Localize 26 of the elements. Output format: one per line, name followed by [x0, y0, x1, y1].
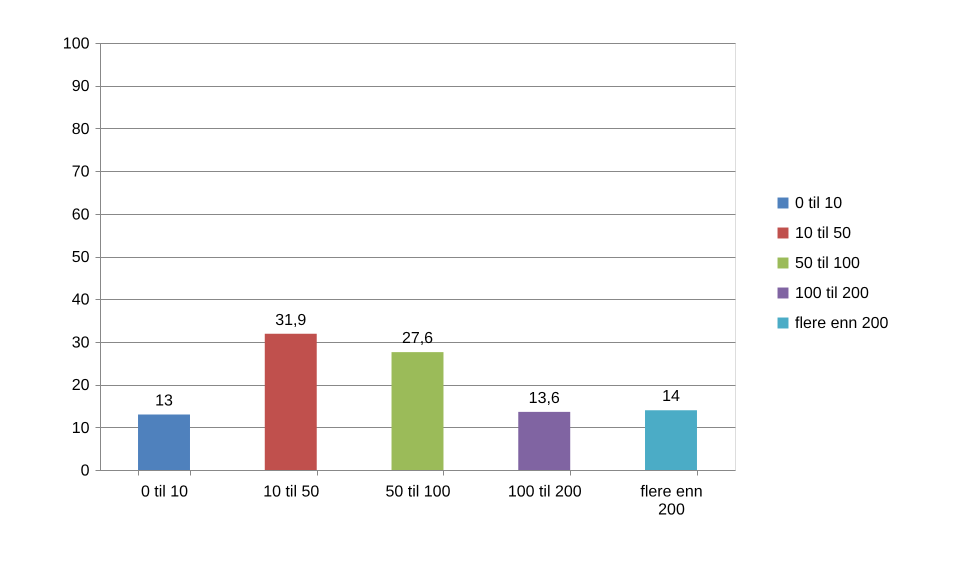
- legend-label: 100 til 200: [795, 285, 869, 302]
- y-tick-label: 20: [72, 377, 90, 394]
- legend-label: 10 til 50: [795, 225, 852, 242]
- x-tick-label: flere enn 200: [640, 484, 703, 518]
- x-tick-label: 50 til 100: [386, 484, 451, 500]
- y-tick-label: 0: [80, 462, 90, 480]
- data-label: 27,6: [402, 330, 434, 348]
- x-tick-label: 0 til 10: [140, 484, 188, 500]
- x-tick-label: 100 til 200: [508, 484, 582, 500]
- data-label: 13,6: [528, 390, 560, 407]
- data-label: 31,9: [275, 312, 306, 329]
- y-tick-label: 100: [62, 36, 90, 52]
- y-tick-label: 10: [72, 420, 90, 437]
- legend-label: 0 til 10: [795, 195, 842, 212]
- y-tick-label: 40: [72, 292, 90, 309]
- data-label: 13: [155, 392, 174, 410]
- data-label: 14: [662, 388, 680, 406]
- legend-label: 50 til 100: [795, 255, 860, 272]
- x-tick-label: 10 til 50: [263, 484, 320, 500]
- y-tick-label: 30: [72, 334, 90, 352]
- y-tick-label: 70: [72, 164, 90, 181]
- y-tick-label: 80: [72, 120, 90, 138]
- y-tick-label: 60: [72, 206, 90, 224]
- y-tick-label: 90: [72, 78, 90, 96]
- legend-label: flere enn 200: [795, 315, 889, 332]
- y-tick-label: 50: [72, 249, 90, 266]
